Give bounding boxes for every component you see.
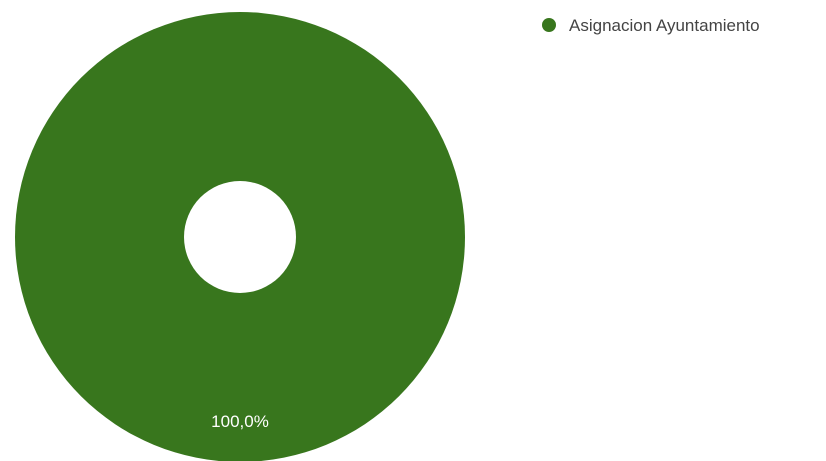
legend-swatch-asignacion-ayuntamiento <box>542 18 556 32</box>
legend: Asignacion Ayuntamiento <box>542 16 760 35</box>
slice-label-asignacion-ayuntamiento: 100,0% <box>211 412 269 431</box>
legend-label-asignacion-ayuntamiento[interactable]: Asignacion Ayuntamiento <box>569 16 760 35</box>
donut-hole <box>184 181 296 293</box>
